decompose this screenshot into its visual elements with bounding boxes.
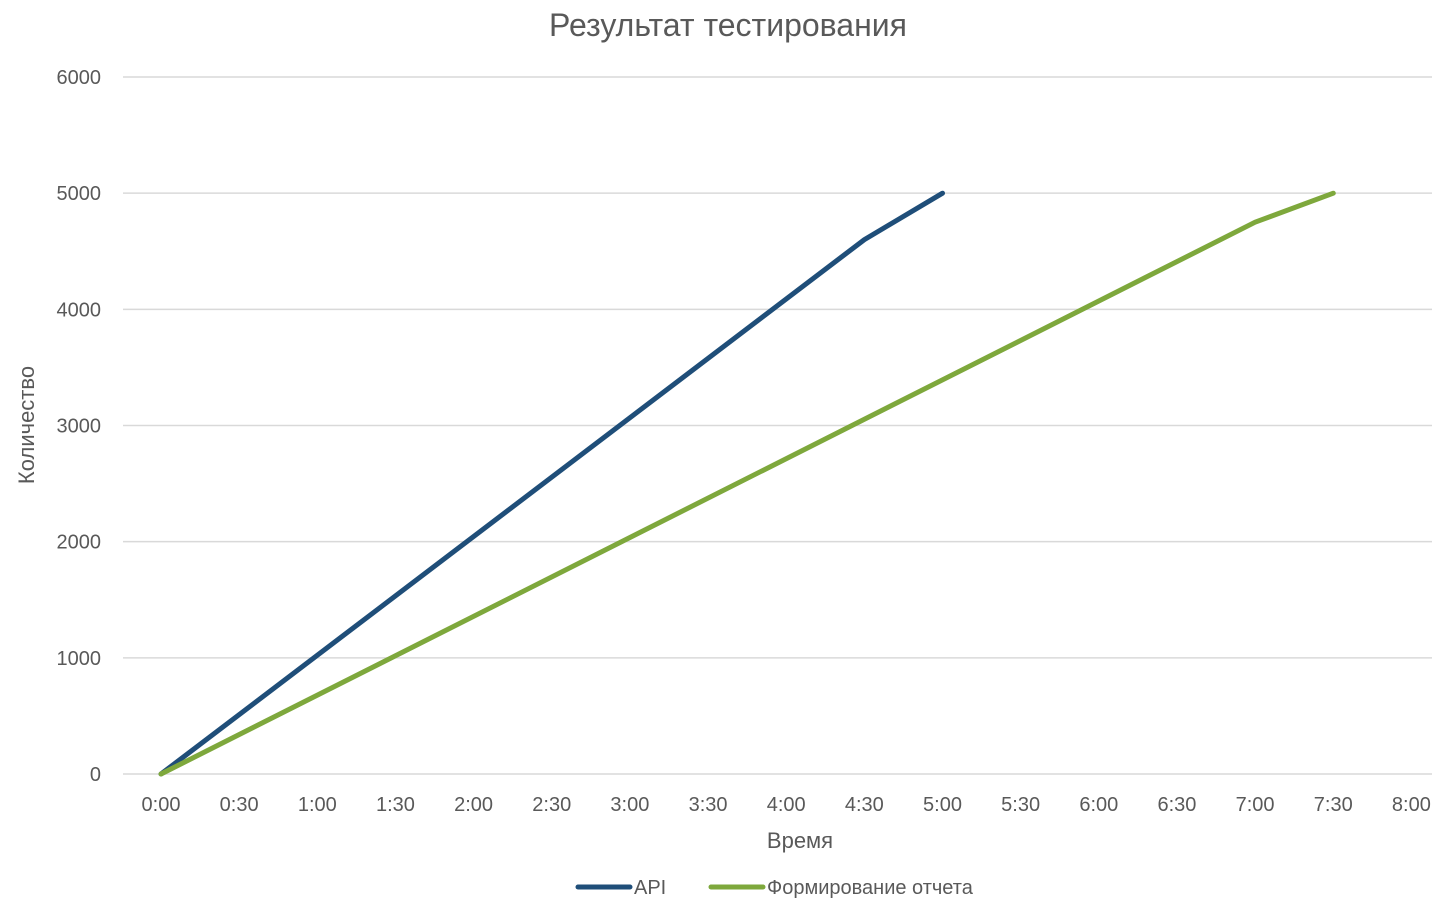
legend-label: API [634, 877, 666, 899]
x-tick-label: 6:00 [1079, 794, 1118, 816]
x-axis-title: Время [767, 828, 833, 853]
x-tick-label: 3:30 [689, 794, 728, 816]
x-tick-label: 4:30 [845, 794, 884, 816]
series-line [158, 190, 945, 777]
y-tick-label: 0 [90, 764, 101, 786]
y-tick-label: 2000 [57, 532, 102, 554]
y-axis-title: Количество [14, 366, 39, 484]
series-lines [158, 190, 1336, 777]
x-tick-label: 2:00 [454, 794, 493, 816]
x-tick-label: 8:00 [1392, 794, 1431, 816]
x-tick-label: 0:00 [142, 794, 181, 816]
x-tick-label: 7:30 [1314, 794, 1353, 816]
gridlines [123, 76, 1432, 775]
x-tick-label: 5:30 [1001, 794, 1040, 816]
y-tick-label: 5000 [57, 183, 102, 205]
chart-title: Результат тестирования [549, 7, 907, 43]
legend-item: Формирование отчета [708, 877, 974, 899]
x-tick-label: 4:00 [767, 794, 806, 816]
legend: API Формирование отчета [575, 877, 974, 899]
y-tick-label: 1000 [57, 648, 102, 670]
x-tick-label: 3:00 [610, 794, 649, 816]
x-tick-label: 5:00 [923, 794, 962, 816]
x-tick-label: 6:30 [1157, 794, 1196, 816]
x-axis-ticks: 0:00 0:30 1:00 1:30 2:00 2:30 3:00 3:30 4:00 4:30… [142, 794, 1431, 816]
y-tick-label: 3000 [57, 416, 102, 438]
series-line [158, 190, 1336, 777]
legend-label: Формирование отчета [767, 877, 974, 899]
y-tick-label: 6000 [57, 67, 102, 89]
legend-item: API [575, 877, 666, 899]
x-tick-label: 1:30 [376, 794, 415, 816]
x-tick-label: 7:00 [1236, 794, 1275, 816]
y-axis-ticks: 0 1000 2000 3000 4000 5000 6000 [57, 67, 102, 786]
x-tick-label: 0:30 [220, 794, 259, 816]
x-tick-label: 2:30 [532, 794, 571, 816]
x-tick-label: 1:00 [298, 794, 337, 816]
y-tick-label: 4000 [57, 299, 102, 321]
